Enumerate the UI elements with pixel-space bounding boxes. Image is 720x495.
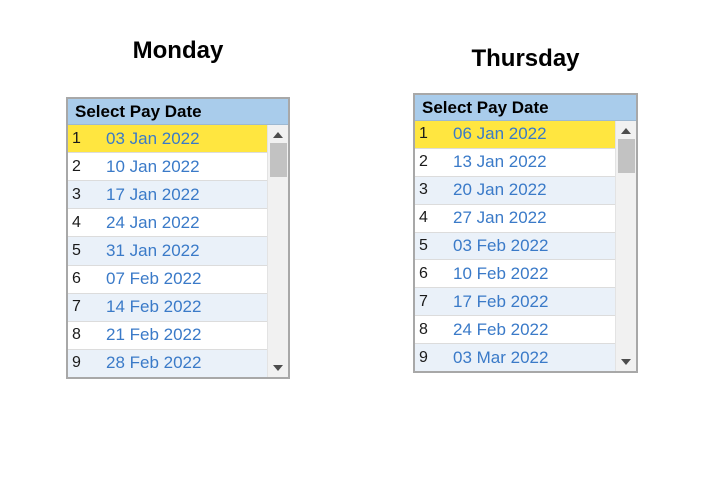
- list-item[interactable]: 6 07 Feb 2022: [68, 265, 267, 294]
- list-item[interactable]: 3 20 Jan 2022: [415, 176, 615, 205]
- row-number: 2: [419, 153, 428, 171]
- list-item[interactable]: 2 13 Jan 2022: [415, 148, 615, 177]
- right-panel-title: Thursday: [471, 45, 580, 72]
- list-item[interactable]: 4 27 Jan 2022: [415, 204, 615, 233]
- row-date: 31 Jan 2022: [106, 240, 200, 260]
- scroll-down-icon[interactable]: [268, 360, 288, 375]
- list-item[interactable]: 6 10 Feb 2022: [415, 260, 615, 289]
- list-item[interactable]: 7 17 Feb 2022: [415, 288, 615, 317]
- left-listbox-header: Select Pay Date: [68, 99, 288, 125]
- right-listbox-rows: 1 06 Jan 2022 2 13 Jan 2022 3 20 Jan 202…: [415, 121, 615, 372]
- row-number: 3: [72, 185, 81, 203]
- row-number: 6: [72, 270, 81, 288]
- row-number: 7: [419, 292, 428, 310]
- row-date: 20 Jan 2022: [453, 180, 547, 200]
- row-date: 28 Feb 2022: [106, 353, 202, 373]
- row-number: 1: [419, 125, 428, 143]
- right-pay-date-listbox: Select Pay Date 1 06 Jan 2022 2 13 Jan 2…: [413, 93, 638, 373]
- left-pay-date-listbox: Select Pay Date 1 03 Jan 2022 2 10 Jan 2…: [66, 97, 290, 379]
- row-date: 13 Jan 2022: [453, 152, 547, 172]
- list-item[interactable]: 4 24 Jan 2022: [68, 209, 267, 238]
- row-date: 03 Feb 2022: [453, 236, 549, 255]
- row-number: 3: [419, 181, 428, 199]
- row-date: 24 Feb 2022: [453, 319, 549, 339]
- list-item[interactable]: 8 21 Feb 2022: [68, 321, 267, 350]
- left-scrollbar[interactable]: [267, 125, 288, 377]
- list-item[interactable]: 8 24 Feb 2022: [415, 316, 615, 345]
- row-number: 9: [72, 354, 81, 372]
- row-number: 1: [72, 129, 81, 147]
- list-item[interactable]: 1 06 Jan 2022: [415, 121, 615, 149]
- row-date: 03 Mar 2022: [453, 347, 549, 367]
- row-date: 10 Jan 2022: [106, 156, 200, 176]
- scrollbar-thumb[interactable]: [618, 139, 635, 173]
- row-date: 10 Feb 2022: [453, 263, 549, 283]
- row-number: 8: [419, 320, 428, 338]
- scroll-down-icon[interactable]: [616, 354, 636, 369]
- row-number: 4: [72, 213, 81, 231]
- row-date: 17 Feb 2022: [453, 291, 549, 311]
- row-date: 17 Jan 2022: [106, 184, 200, 204]
- list-item[interactable]: 2 10 Jan 2022: [68, 153, 267, 182]
- row-number: 8: [72, 326, 81, 344]
- list-item[interactable]: 7 14 Feb 2022: [68, 293, 267, 322]
- left-listbox-rows: 1 03 Jan 2022 2 10 Jan 2022 3 17 Jan 202…: [68, 125, 267, 377]
- row-number: 5: [419, 237, 428, 254]
- row-date: 07 Feb 2022: [106, 269, 202, 289]
- row-date: 14 Feb 2022: [106, 297, 202, 317]
- list-item[interactable]: 3 17 Jan 2022: [68, 181, 267, 210]
- list-item[interactable]: 9 28 Feb 2022: [68, 349, 267, 377]
- scroll-up-icon[interactable]: [616, 123, 636, 138]
- scrollbar-thumb[interactable]: [270, 143, 287, 177]
- row-number: 5: [72, 241, 81, 259]
- left-panel-title: Monday: [132, 37, 224, 64]
- list-item[interactable]: 5 03 Feb 2022: [415, 232, 615, 261]
- row-date: 06 Jan 2022: [453, 124, 547, 144]
- row-date: 21 Feb 2022: [106, 325, 202, 345]
- row-number: 7: [72, 298, 81, 316]
- row-number: 9: [419, 348, 428, 366]
- right-scrollbar[interactable]: [615, 121, 636, 371]
- row-date: 27 Jan 2022: [453, 208, 547, 228]
- row-number: 6: [419, 264, 428, 282]
- list-item[interactable]: 1 03 Jan 2022: [68, 125, 267, 154]
- row-date: 03 Jan 2022: [106, 128, 200, 148]
- list-item[interactable]: 9 03 Mar 2022: [415, 344, 615, 372]
- row-number: 2: [72, 157, 81, 175]
- scroll-up-icon[interactable]: [268, 127, 288, 142]
- row-number: 4: [419, 209, 428, 227]
- right-listbox-header: Select Pay Date: [415, 95, 636, 121]
- list-item[interactable]: 5 31 Jan 2022: [68, 237, 267, 266]
- row-date: 24 Jan 2022: [106, 212, 200, 232]
